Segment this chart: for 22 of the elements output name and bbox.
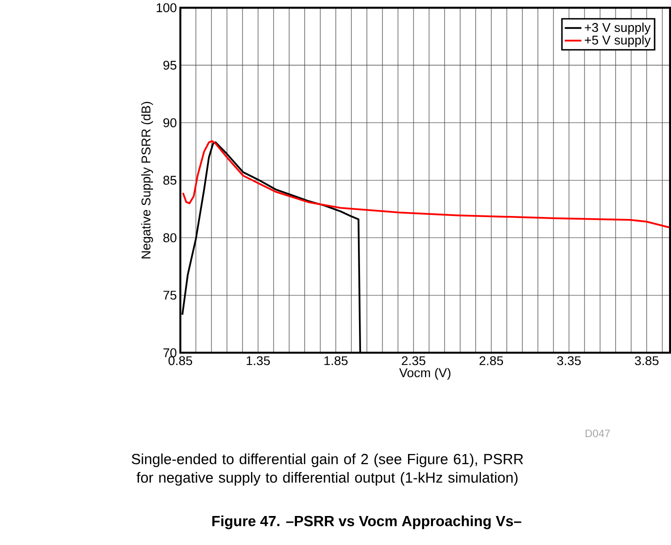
text: Figure 47. –PSRR vs Vocm Approaching Vs– — [212, 516, 522, 530]
x-tick-label: 2.85 — [480, 356, 504, 366]
y-tick-label: 85 — [163, 176, 176, 185]
y-axis-title: Negative Supply PSRR (dB) — [141, 102, 153, 258]
line-series — [182, 140, 670, 228]
y-tick-label: 100 — [156, 3, 176, 12]
y-tick-label: 90 — [163, 118, 176, 128]
legend-label: +3 V supply — [584, 22, 651, 35]
x-tick-label: 3.35 — [557, 356, 581, 366]
legend-label: +5 V supply — [584, 35, 651, 48]
x-axis-title: Vocm (V) — [399, 368, 450, 380]
x-tick-label: 2.35 — [402, 356, 426, 366]
x-tick-label: 3.85 — [634, 356, 658, 366]
y-tick-label: 80 — [163, 233, 176, 242]
y-tick-label: 75 — [163, 290, 176, 300]
text: D047 — [586, 430, 610, 438]
x-tick-label: 0.85 — [168, 356, 192, 366]
x-tick-label: 1.35 — [246, 356, 270, 366]
x-tick-label: 1.85 — [324, 356, 348, 366]
y-tick-label: 70 — [163, 348, 176, 358]
y-tick-label: 95 — [163, 60, 176, 70]
text: Single-ended to differential gain of 2 (see Figure 61), PSRR for negative supply to differential output (1-kHz simulation) — [132, 454, 524, 486]
